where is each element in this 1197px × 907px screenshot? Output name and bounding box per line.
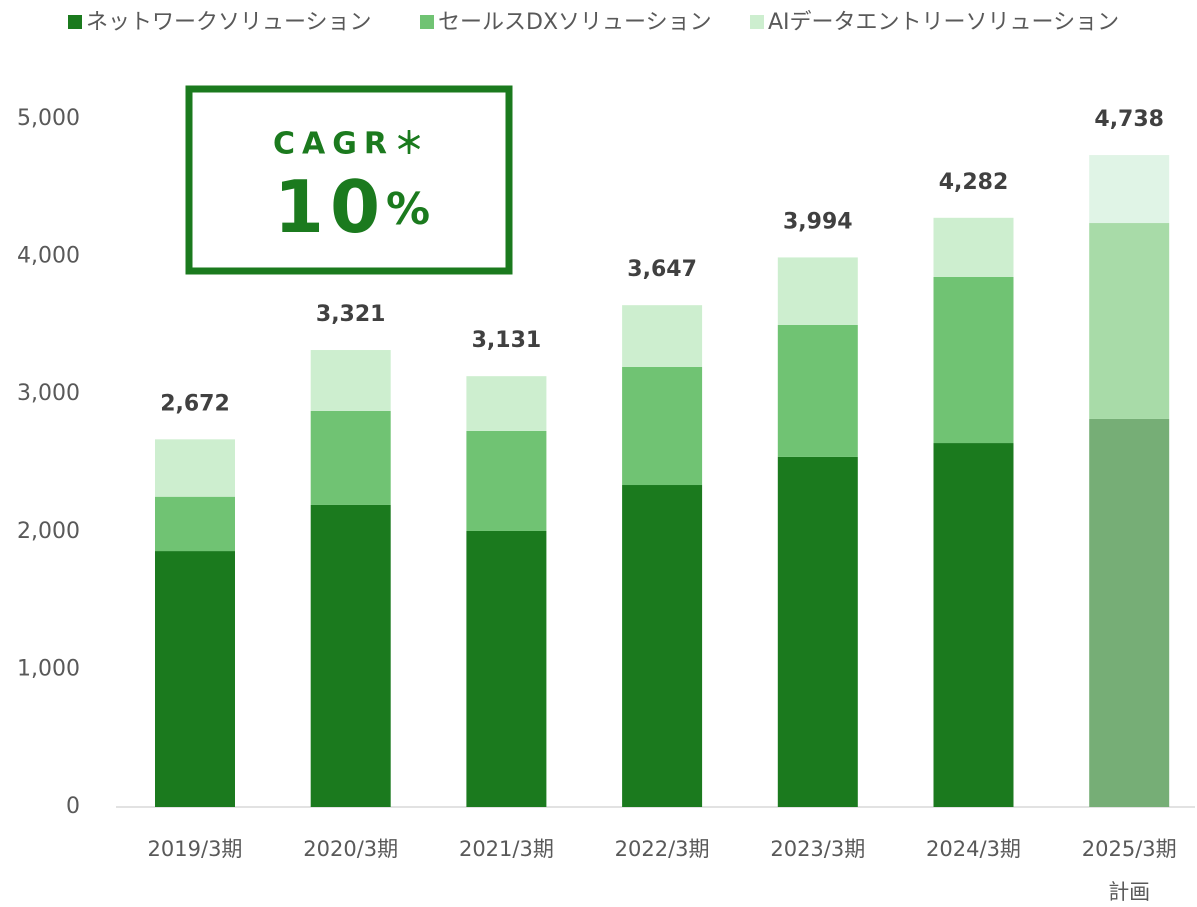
x-tick-label: 2020/3期	[303, 837, 398, 861]
bar-segment	[622, 366, 703, 486]
y-tick-label: 1,000	[17, 656, 80, 681]
cagr-value: 10%	[274, 165, 430, 249]
y-tick-label: 5,000	[17, 106, 80, 131]
cagr-box	[185, 85, 513, 275]
y-tick-label: 3,000	[17, 381, 80, 406]
x-tick-label: 2023/3期	[770, 837, 865, 861]
bar-segment	[777, 257, 858, 325]
bar-segment	[1089, 223, 1170, 419]
legend-swatch	[68, 15, 82, 29]
legend-label: ネットワークソリューション	[86, 10, 372, 35]
total-label: 3,131	[472, 328, 542, 353]
bar-segment	[155, 496, 235, 552]
bar-segment	[466, 530, 547, 807]
y-tick-label: 4,000	[17, 244, 80, 269]
bar-segment	[310, 410, 391, 505]
bar-segment	[933, 217, 1014, 277]
bar-segment	[777, 324, 858, 457]
cagr-label: CAGR＊	[273, 127, 431, 162]
x-tick-label: 2021/3期	[459, 837, 554, 861]
bar-segment	[310, 350, 391, 411]
total-label: 3,647	[627, 257, 697, 282]
total-label: 3,994	[783, 209, 853, 234]
cagr-number: 10	[274, 165, 386, 249]
bar-segment	[622, 485, 703, 807]
bar-segment	[310, 504, 391, 807]
x-tick-label: 2019/3期	[148, 837, 243, 861]
bar-segment	[1089, 155, 1170, 224]
total-label: 4,738	[1094, 107, 1164, 132]
x-tick-label: 2024/3期	[926, 837, 1021, 861]
legend-label: セールスDXソリューション	[438, 10, 712, 35]
bar-segment	[933, 276, 1014, 444]
bar-segment	[466, 376, 547, 431]
legend-swatch	[420, 15, 434, 29]
bar-segment	[155, 551, 235, 807]
plan-note: 計画	[1108, 880, 1150, 904]
bar-segment	[466, 430, 547, 531]
legend-label: AIデータエントリーソリューション	[768, 10, 1119, 35]
bar-segment	[155, 439, 235, 497]
bar-segment	[1089, 418, 1170, 807]
bar-segment	[622, 305, 703, 367]
x-tick-label: 2022/3期	[615, 837, 710, 861]
total-label: 3,321	[316, 302, 386, 327]
y-tick-label: 0	[66, 794, 80, 819]
total-label: 2,672	[160, 391, 230, 416]
bar-segment	[933, 443, 1014, 807]
legend-swatch	[750, 15, 764, 29]
bar-segment	[777, 456, 858, 807]
x-tick-label: 2025/3期	[1082, 837, 1177, 861]
y-tick-label: 2,000	[17, 519, 80, 544]
cagr-unit: %	[386, 184, 430, 235]
total-label: 4,282	[939, 170, 1009, 195]
